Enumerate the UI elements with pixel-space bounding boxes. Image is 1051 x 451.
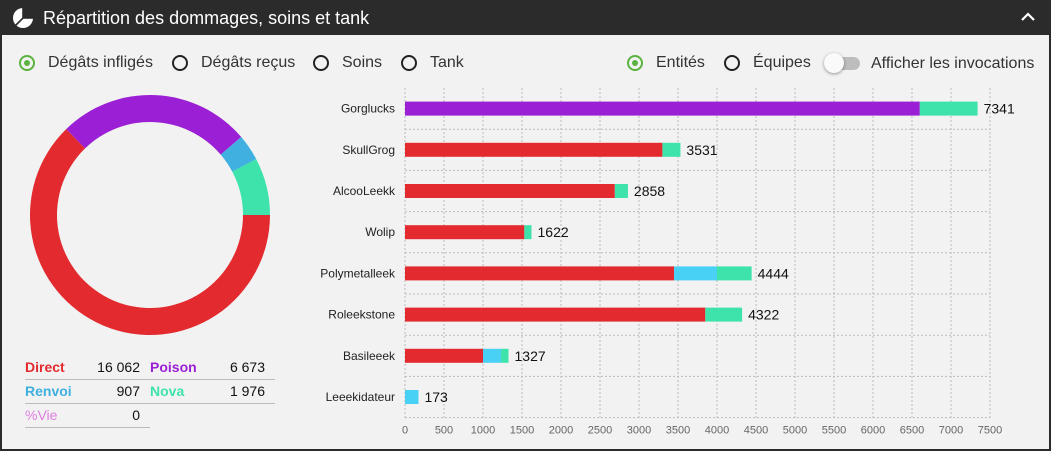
x-tick-label: 2500 bbox=[588, 425, 612, 437]
bar-segment-nova[interactable] bbox=[705, 307, 743, 322]
radio-label: Dégâts infligés bbox=[48, 54, 153, 71]
x-tick-label: 3000 bbox=[627, 425, 651, 437]
legend-renvoi-value: 907 bbox=[116, 383, 140, 399]
bar-total-label: 1622 bbox=[538, 224, 569, 240]
legend-row: %Vie 0 bbox=[25, 404, 150, 428]
bar-segment-direct[interactable] bbox=[405, 225, 525, 240]
x-tick-label: 4000 bbox=[705, 425, 729, 437]
x-tick-label: 5500 bbox=[822, 425, 846, 437]
bar-segment-poison[interactable] bbox=[405, 101, 920, 116]
legend-row: Renvoi 907 Nova 1 976 bbox=[25, 380, 275, 404]
x-tick-label: 1000 bbox=[471, 425, 495, 437]
x-tick-label: 7500 bbox=[978, 425, 1002, 437]
panel-header: Répartition des dommages, soins et tank bbox=[0, 0, 1051, 35]
legend-vie-name: %Vie bbox=[25, 407, 58, 423]
invocations-toggle[interactable] bbox=[824, 53, 862, 73]
x-tick-label: 2000 bbox=[549, 425, 573, 437]
radio-soins[interactable]: Soins bbox=[313, 53, 382, 73]
x-tick-label: 500 bbox=[435, 425, 453, 437]
bar-segment-direct[interactable] bbox=[405, 307, 706, 322]
bar-segment-direct[interactable] bbox=[405, 142, 663, 157]
radio-label: Équipes bbox=[753, 54, 811, 71]
bar-segment-direct[interactable] bbox=[405, 348, 483, 363]
bar-segment-nova[interactable] bbox=[614, 184, 628, 198]
radio-unchecked-icon bbox=[172, 55, 188, 71]
x-tick-label: 6500 bbox=[900, 425, 924, 437]
bar-total-label: 4444 bbox=[758, 265, 789, 281]
legend-nova-name: Nova bbox=[150, 383, 185, 399]
category-label: Leeekidateur bbox=[326, 390, 395, 404]
radio-equipes[interactable]: Équipes bbox=[724, 53, 811, 73]
bar-segment-nova[interactable] bbox=[500, 348, 509, 363]
chevron-up-icon[interactable] bbox=[1019, 7, 1037, 27]
bar-segment-nova[interactable] bbox=[524, 225, 532, 240]
radio-label: Soins bbox=[342, 54, 383, 71]
legend-renvoi-name: Renvoi bbox=[25, 383, 72, 399]
bar-segment-nova[interactable] bbox=[662, 142, 681, 157]
radio-unchecked-icon bbox=[401, 55, 417, 71]
bar-segment-renvoi[interactable] bbox=[405, 390, 419, 404]
legend-table: Direct 16 062 Poison 6 673 Renvoi 907 No… bbox=[25, 356, 275, 428]
x-tick-label: 4500 bbox=[744, 425, 768, 437]
bar-total-label: 1327 bbox=[515, 348, 546, 364]
legend-nova-value: 1 976 bbox=[229, 383, 265, 399]
radio-label: Entités bbox=[656, 54, 705, 71]
bar-segment-nova[interactable] bbox=[919, 101, 978, 116]
category-label: Basileeek bbox=[343, 349, 396, 363]
bar-segment-direct[interactable] bbox=[405, 184, 615, 198]
category-label: AlcooLeekk bbox=[333, 184, 396, 198]
category-label: Roleekstone bbox=[328, 308, 395, 322]
category-label: Polymetalleek bbox=[320, 266, 396, 280]
donut-slice-direct[interactable] bbox=[29, 129, 271, 335]
x-tick-label: 6000 bbox=[861, 425, 885, 437]
x-tick-label: 5000 bbox=[783, 425, 807, 437]
damage-bar-chart: 0 500 1000 1500 2000 2500 3000 3500 4000 4500 5000… bbox=[320, 88, 1015, 437]
category-label: SkullGrog bbox=[342, 143, 395, 157]
bar-total-label: 3531 bbox=[686, 142, 717, 158]
legend-vie-value: 0 bbox=[132, 407, 140, 423]
radio-checked-icon bbox=[627, 55, 643, 71]
pie-chart-icon bbox=[13, 7, 34, 28]
legend-direct-name: Direct bbox=[25, 359, 65, 375]
x-tick-label: 7000 bbox=[939, 425, 963, 437]
donut-chart bbox=[29, 94, 271, 335]
legend-row: Direct 16 062 Poison 6 673 bbox=[25, 356, 275, 380]
radio-unchecked-icon bbox=[724, 55, 740, 71]
bar-segment-direct[interactable] bbox=[405, 266, 675, 281]
bar-segment-renvoi[interactable] bbox=[674, 266, 717, 281]
bar-total-label: 2858 bbox=[634, 183, 665, 199]
x-tick-label: 3500 bbox=[666, 425, 690, 437]
invocations-toggle-label: Afficher les invocations bbox=[871, 55, 1035, 72]
panel-title: Répartition des dommages, soins et tank bbox=[43, 8, 370, 28]
legend-direct-value: 16 062 bbox=[97, 359, 140, 375]
bar-total-label: 4322 bbox=[748, 307, 779, 323]
radio-entites[interactable]: Entités bbox=[627, 53, 705, 73]
radio-label: Tank bbox=[430, 54, 464, 71]
radio-tank[interactable]: Tank bbox=[401, 53, 464, 73]
bar-segment-nova[interactable] bbox=[717, 266, 752, 281]
donut-slice-renvoi[interactable] bbox=[220, 137, 257, 172]
bar-total-label: 173 bbox=[424, 389, 448, 405]
radio-degats-recus[interactable]: Dégâts reçus bbox=[172, 53, 295, 73]
x-tick-label: 1500 bbox=[510, 425, 534, 437]
category-label: Wolip bbox=[365, 225, 395, 239]
radio-degats-infliges[interactable]: Dégâts infligés bbox=[19, 53, 153, 73]
bar-segment-renvoi[interactable] bbox=[483, 348, 501, 363]
legend-poison-value: 6 673 bbox=[229, 359, 265, 375]
bar-total-label: 7341 bbox=[984, 101, 1015, 117]
radio-label: Dégâts reçus bbox=[201, 54, 296, 71]
x-tick-label: 0 bbox=[402, 425, 408, 437]
radio-unchecked-icon bbox=[313, 55, 329, 71]
category-label: Gorglucks bbox=[341, 102, 395, 116]
legend-poison-name: Poison bbox=[150, 359, 197, 375]
radio-checked-icon bbox=[19, 55, 35, 71]
toggle-thumb bbox=[824, 53, 844, 73]
donut-slice-poison[interactable] bbox=[66, 94, 242, 155]
donut-slice-nova[interactable] bbox=[232, 159, 270, 215]
